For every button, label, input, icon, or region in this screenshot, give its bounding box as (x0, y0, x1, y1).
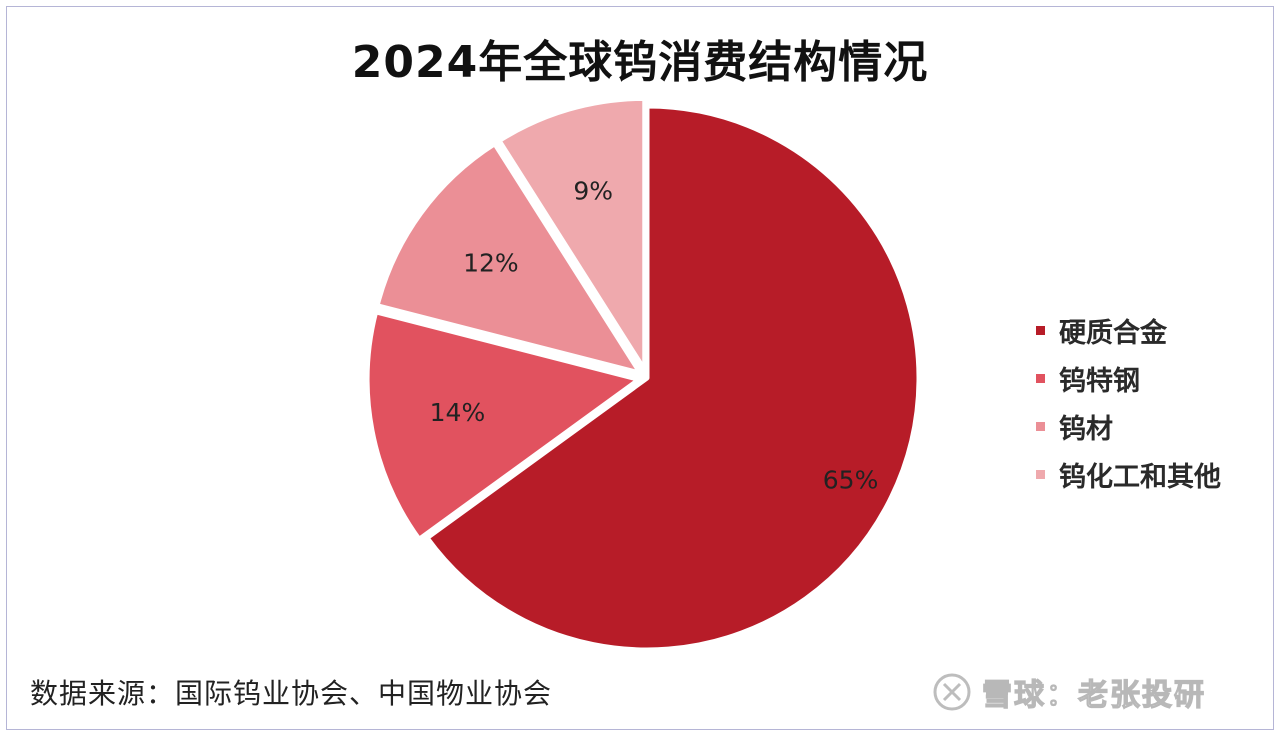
data-label-hard-alloy: 65% (823, 466, 879, 495)
watermark: 雪球：老张投研 (932, 670, 1206, 714)
legend-swatch (1036, 325, 1045, 335)
chart-legend: 硬质合金 钨特钢 钨材 钨化工和其他 (1036, 306, 1221, 498)
pie-data-labels: 65% 14% 12% 9% (430, 177, 879, 495)
legend-swatch (1036, 469, 1045, 479)
slice-tungsten-material (374, 141, 644, 376)
data-label-tungsten-chemical-other: 9% (573, 177, 613, 206)
data-label-tungsten-material: 12% (463, 249, 519, 278)
legend-swatch (1036, 421, 1045, 431)
legend-label: 钨化工和其他 (1059, 461, 1221, 493)
legend-label: 钨特钢 (1059, 365, 1140, 397)
legend-swatch (1036, 373, 1045, 383)
legend-item: 硬质合金 (1036, 306, 1221, 354)
legend-item: 钨材 (1036, 402, 1221, 450)
legend-label: 硬质合金 (1059, 317, 1167, 349)
slice-hard-alloy (424, 103, 922, 653)
slice-tungsten-steel (364, 309, 642, 542)
data-source-note: 数据来源：国际钨业协会、中国物业协会 (30, 677, 553, 710)
pie-slices (364, 95, 922, 653)
legend-item: 钨化工和其他 (1036, 450, 1221, 498)
watermark-text: 雪球：老张投研 (981, 677, 1206, 713)
data-label-tungsten-steel: 14% (430, 398, 486, 427)
legend-item: 钨特钢 (1036, 354, 1221, 402)
legend-label: 钨材 (1059, 413, 1113, 445)
chart-title: 2024年全球钨消费结构情况 (351, 37, 929, 88)
snowball-logo-icon (933, 673, 971, 711)
slice-tungsten-chemical-other (496, 95, 648, 373)
